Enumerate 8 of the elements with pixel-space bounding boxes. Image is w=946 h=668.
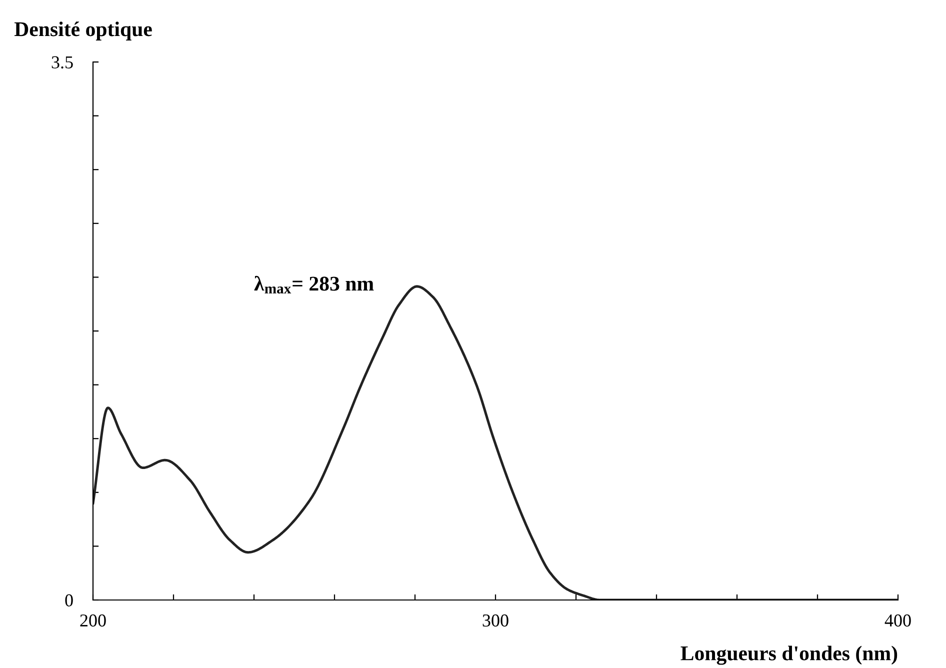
y-axis-title: Densité optique bbox=[14, 22, 152, 40]
y-tick-label: 3.5 bbox=[52, 56, 73, 69]
x-tick-label: 300 bbox=[482, 614, 508, 627]
y-tick-label: 0 bbox=[65, 594, 73, 606]
annotation: λ$_{max}$= 283 nm bbox=[254, 276, 374, 294]
x-tick-label: 200 bbox=[80, 614, 106, 627]
x-tick-label: 400 bbox=[884, 614, 911, 627]
x-axis-title: Longueurs d'ondes (nm) bbox=[680, 646, 898, 665]
